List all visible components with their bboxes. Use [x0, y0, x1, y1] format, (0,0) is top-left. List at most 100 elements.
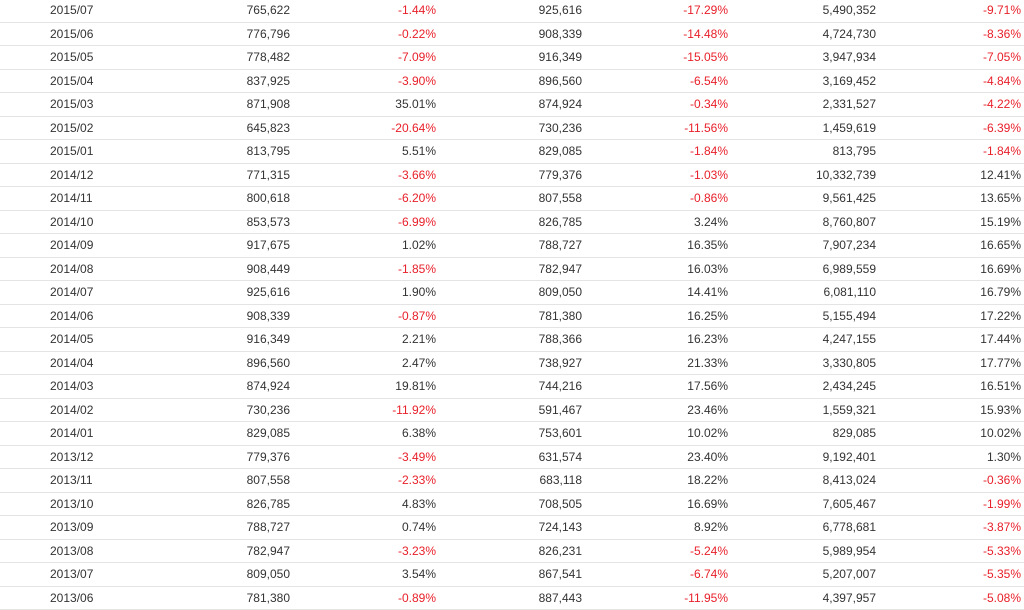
table-row: 2015/06 776,796 -0.22% 908,339 -14.48% 4,724,… [0, 22, 1024, 46]
change-1-cell: -11.92% [290, 398, 436, 422]
value-2-cell: 591,467 [436, 398, 582, 422]
change-2-cell: -1.84% [582, 139, 728, 164]
value-3-cell: 8,760,807 [728, 210, 876, 234]
value-1-cell: 917,675 [146, 233, 290, 258]
change-3-cell: 17.22% [876, 304, 1024, 328]
value-2-cell: 788,366 [436, 327, 582, 352]
change-3-cell: -5.08% [876, 586, 1024, 610]
table-row: 2014/10 853,573 -6.99% 826,785 3.24% 8,760,80… [0, 210, 1024, 234]
value-2-cell: 829,085 [436, 139, 582, 164]
value-3-cell: 1,459,619 [728, 116, 876, 140]
change-1-cell: -0.87% [290, 304, 436, 328]
period-cell: 2015/06 [0, 22, 146, 46]
value-2-cell: 887,443 [436, 586, 582, 610]
change-2-cell: 16.23% [582, 327, 728, 352]
change-3-cell: 12.41% [876, 163, 1024, 187]
value-3-cell: 2,434,245 [728, 374, 876, 399]
table-row: 2013/09 788,727 0.74% 724,143 8.92% 6,778,681… [0, 515, 1024, 540]
change-1-cell: -6.99% [290, 210, 436, 234]
period-cell: 2015/01 [0, 139, 146, 164]
value-3-cell: 5,207,007 [728, 562, 876, 587]
value-2-cell: 809,050 [436, 280, 582, 305]
change-2-cell: -0.86% [582, 186, 728, 211]
change-1-cell: 2.47% [290, 351, 436, 375]
period-cell: 2013/07 [0, 562, 146, 587]
table-row: 2013/12 779,376 -3.49% 631,574 23.40% 9,192,4… [0, 445, 1024, 469]
value-1-cell: 782,947 [146, 539, 290, 563]
change-2-cell: -5.24% [582, 539, 728, 563]
period-cell: 2014/07 [0, 280, 146, 305]
table-row: 2014/12 771,315 -3.66% 779,376 -1.03% 10,332,… [0, 163, 1024, 187]
change-1-cell: 3.54% [290, 562, 436, 587]
value-3-cell: 5,155,494 [728, 304, 876, 328]
change-2-cell: 16.35% [582, 233, 728, 258]
period-cell: 2014/01 [0, 421, 146, 446]
period-cell: 2014/04 [0, 351, 146, 375]
change-3-cell: -6.39% [876, 116, 1024, 140]
change-3-cell: -4.22% [876, 92, 1024, 117]
table-row: 2013/06 781,380 -0.89% 887,443 -11.95% 4,397,… [0, 586, 1024, 610]
table-row: 2014/07 925,616 1.90% 809,050 14.41% 6,081,11… [0, 280, 1024, 305]
value-2-cell: 779,376 [436, 163, 582, 187]
change-1-cell: -3.90% [290, 69, 436, 93]
table-row: 2014/11 800,618 -6.20% 807,558 -0.86% 9,561,4… [0, 186, 1024, 211]
period-cell: 2014/03 [0, 374, 146, 399]
value-3-cell: 813,795 [728, 139, 876, 164]
value-1-cell: 871,908 [146, 92, 290, 117]
table-row: 2014/02 730,236 -11.92% 591,467 23.46% 1,559,… [0, 398, 1024, 422]
table-row: 2014/05 916,349 2.21% 788,366 16.23% 4,247,15… [0, 327, 1024, 352]
value-1-cell: 800,618 [146, 186, 290, 211]
change-2-cell: -17.29% [582, 0, 728, 23]
change-1-cell: 35.01% [290, 92, 436, 117]
value-2-cell: 631,574 [436, 445, 582, 469]
change-2-cell: 18.22% [582, 468, 728, 493]
change-1-cell: 4.83% [290, 492, 436, 516]
period-cell: 2014/02 [0, 398, 146, 422]
change-3-cell: -7.05% [876, 45, 1024, 70]
period-cell: 2014/05 [0, 327, 146, 352]
value-3-cell: 4,397,957 [728, 586, 876, 610]
change-2-cell: -11.95% [582, 586, 728, 610]
value-3-cell: 10,332,739 [728, 163, 876, 187]
change-1-cell: 6.38% [290, 421, 436, 446]
period-cell: 2015/03 [0, 92, 146, 117]
value-3-cell: 3,169,452 [728, 69, 876, 93]
value-1-cell: 813,795 [146, 139, 290, 164]
value-1-cell: 916,349 [146, 327, 290, 352]
period-cell: 2013/09 [0, 515, 146, 540]
period-cell: 2015/04 [0, 69, 146, 93]
change-1-cell: -0.22% [290, 22, 436, 46]
change-3-cell: 16.65% [876, 233, 1024, 258]
value-1-cell: 874,924 [146, 374, 290, 399]
change-1-cell: -7.09% [290, 45, 436, 70]
value-1-cell: 925,616 [146, 280, 290, 305]
change-3-cell: -4.84% [876, 69, 1024, 93]
table-row: 2014/01 829,085 6.38% 753,601 10.02% 829,085 1… [0, 421, 1024, 446]
table-row: 2013/07 809,050 3.54% 867,541 -6.74% 5,207,00… [0, 562, 1024, 587]
value-3-cell: 1,559,321 [728, 398, 876, 422]
value-1-cell: 765,622 [146, 0, 290, 23]
change-2-cell: -1.03% [582, 163, 728, 187]
change-2-cell: 8.92% [582, 515, 728, 540]
value-1-cell: 779,376 [146, 445, 290, 469]
change-3-cell: 16.51% [876, 374, 1024, 399]
change-2-cell: 3.24% [582, 210, 728, 234]
period-cell: 2013/06 [0, 586, 146, 610]
period-cell: 2015/07 [0, 0, 146, 23]
change-3-cell: 15.19% [876, 210, 1024, 234]
value-3-cell: 7,907,234 [728, 233, 876, 258]
change-3-cell: -1.84% [876, 139, 1024, 164]
change-2-cell: -14.48% [582, 22, 728, 46]
change-2-cell: 17.56% [582, 374, 728, 399]
table-row: 2015/04 837,925 -3.90% 896,560 -6.54% 3,169,4… [0, 69, 1024, 93]
table-row: 2014/08 908,449 -1.85% 782,947 16.03% 6,989,5… [0, 257, 1024, 281]
period-cell: 2014/09 [0, 233, 146, 258]
value-3-cell: 4,247,155 [728, 327, 876, 352]
value-2-cell: 874,924 [436, 92, 582, 117]
period-cell: 2013/08 [0, 539, 146, 563]
value-3-cell: 829,085 [728, 421, 876, 446]
value-3-cell: 6,081,110 [728, 280, 876, 305]
value-3-cell: 3,330,805 [728, 351, 876, 375]
change-1-cell: -2.33% [290, 468, 436, 493]
change-3-cell: 13.65% [876, 186, 1024, 211]
